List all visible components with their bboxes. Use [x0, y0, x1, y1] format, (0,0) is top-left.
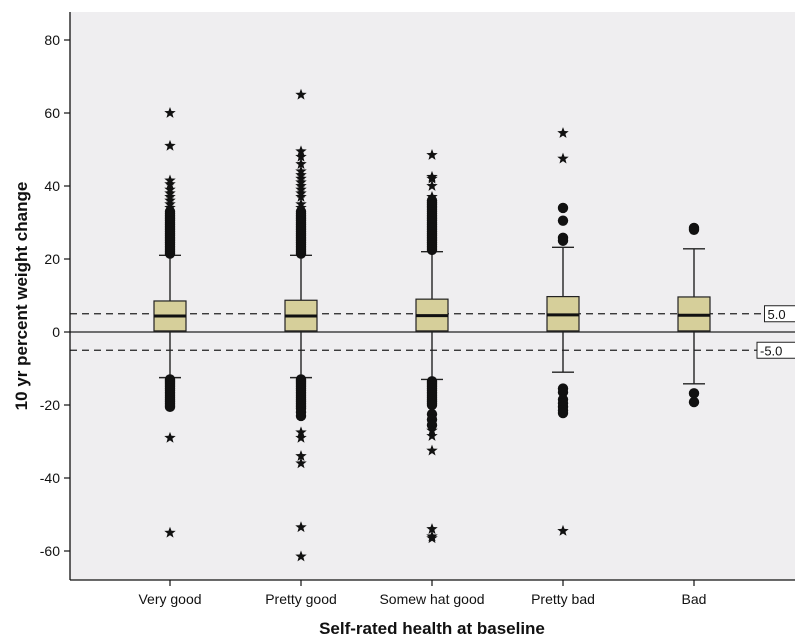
y-axis-title: 10 yr percent weight change	[12, 182, 31, 411]
box-group	[284, 88, 318, 562]
outlier-star	[557, 127, 569, 138]
outlier-circle	[557, 202, 569, 214]
outlier-star	[164, 178, 176, 190]
box-group	[153, 107, 187, 538]
outlier-circle	[557, 235, 569, 246]
outlier-star	[295, 431, 307, 443]
x-axis-title: Self-rated health at baseline	[319, 619, 545, 638]
x-tick-label: Pretty good	[265, 591, 337, 607]
outlier-star	[164, 431, 176, 443]
outlier-circle	[295, 206, 307, 217]
reference-line-label: -5.0	[760, 343, 782, 358]
outlier-circle	[688, 396, 700, 408]
y-tick-label: 0	[52, 324, 60, 340]
outlier-star	[426, 180, 438, 191]
outlier-circle	[295, 410, 307, 422]
outlier-star	[426, 523, 438, 534]
outlier-star	[426, 148, 438, 160]
y-tick-label: -40	[40, 470, 60, 486]
y-tick-label: 80	[44, 32, 60, 48]
boxplot-series	[153, 88, 711, 562]
reference-line-label-box	[764, 305, 795, 323]
outlier-circle	[164, 206, 176, 217]
x-tick-label: Bad	[682, 591, 707, 607]
outlier-star	[295, 450, 307, 461]
outlier-star	[295, 190, 307, 202]
outlier-star	[557, 524, 569, 536]
y-tick-label: -20	[40, 397, 60, 413]
outlier-circle	[164, 401, 176, 413]
outlier-star	[295, 145, 307, 157]
reference-line-label-box	[756, 341, 795, 359]
x-axis: Very good Pretty good Somew hat good Pretty…	[70, 579, 795, 607]
outlier-star	[295, 550, 307, 562]
outlier-star	[426, 172, 438, 184]
outlier-circle	[688, 388, 700, 399]
y-tick-label: 60	[44, 105, 60, 121]
outlier-star	[426, 424, 438, 436]
outlier-circle	[557, 387, 569, 398]
outlier-star	[426, 532, 438, 544]
outlier-star	[295, 150, 307, 162]
y-tick-label: 20	[44, 251, 60, 267]
outlier-star	[295, 426, 307, 438]
x-tick-label: Very good	[138, 591, 201, 607]
outlier-star	[295, 457, 307, 469]
outlier-star	[426, 190, 438, 202]
outlier-star	[295, 521, 307, 533]
x-tick-label: Somew hat good	[379, 591, 484, 607]
outlier-star	[295, 88, 307, 100]
outlier-star	[557, 152, 569, 164]
outlier-star	[164, 139, 176, 151]
outlier-circle	[688, 224, 700, 235]
outlier-circle	[426, 399, 438, 411]
outlier-star	[295, 158, 307, 169]
outlier-star	[426, 444, 438, 456]
outlier-circle	[557, 407, 569, 419]
outlier-star	[164, 526, 176, 538]
outlier-star	[164, 107, 176, 118]
reference-line-label: 5.0	[768, 307, 786, 322]
outlier-circle	[557, 215, 569, 226]
box-group	[546, 127, 580, 536]
outlier-star	[295, 201, 307, 213]
outlier-star	[426, 430, 438, 441]
box-group	[415, 148, 449, 544]
box-group	[677, 222, 711, 408]
outlier-star	[164, 201, 176, 213]
outlier-circle	[426, 195, 438, 206]
y-tick-label: -60	[40, 543, 60, 559]
y-tick-label: 40	[44, 178, 60, 194]
x-tick-label: Pretty bad	[531, 591, 595, 607]
y-axis: -60 -40 -20 0 20 40 60 80	[40, 12, 71, 580]
